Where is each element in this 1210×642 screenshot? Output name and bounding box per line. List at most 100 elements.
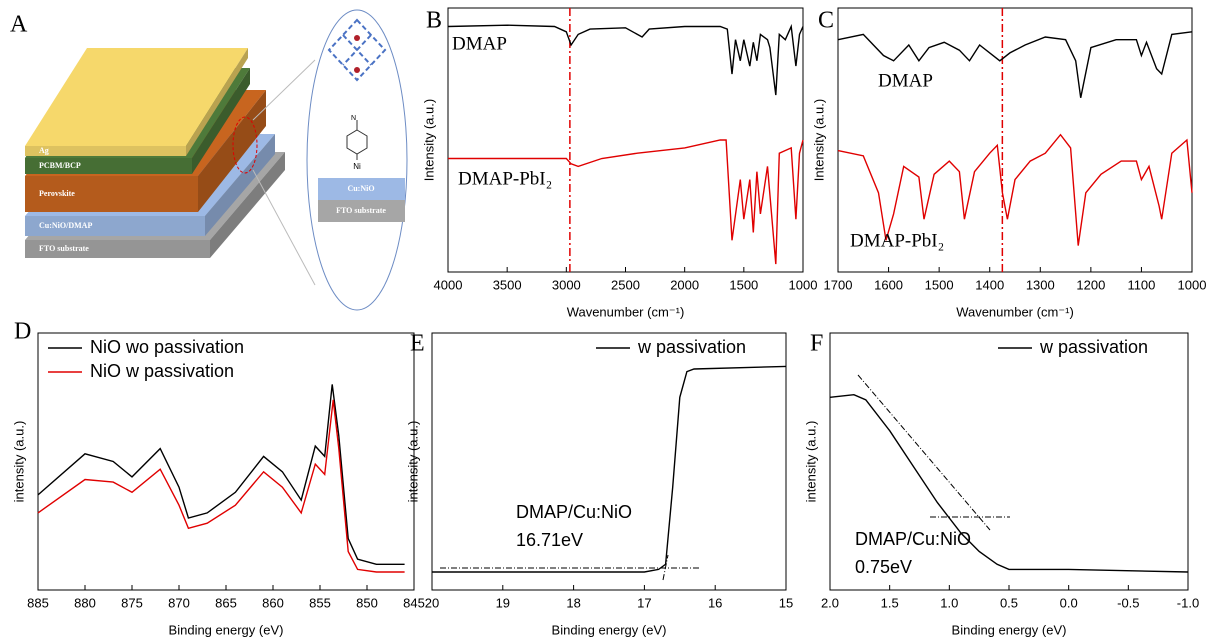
x-tick-label: 865 (215, 595, 237, 610)
series-line (37, 384, 405, 565)
molecule-lattice (327, 18, 387, 82)
device-stack: FTO substrate Cu:NiO/DMAP Perovskite PCBM/B… (25, 48, 285, 258)
layer-side (198, 90, 266, 212)
inset-frame (306, 9, 408, 311)
x-tick-label: -1.0 (1177, 595, 1199, 610)
x-tick-label: 1400 (975, 277, 1004, 292)
x-tick-label: 855 (309, 595, 331, 610)
x-tick-label: 2000 (670, 277, 699, 292)
panel-label: B (426, 8, 442, 34)
x-tick-label: 880 (74, 595, 96, 610)
y-axis-label: intensity (a.u.) (11, 421, 26, 503)
layer-side (192, 68, 250, 174)
x-tick-label: 4000 (434, 277, 463, 292)
inset-layer (318, 200, 405, 222)
series-label: DMAP (452, 33, 507, 54)
layer-side (210, 152, 285, 258)
x-axis-label: Wavenumber (cm⁻¹) (567, 304, 685, 319)
layer-label: Ag (39, 146, 49, 155)
zoom-line (252, 59, 316, 121)
series-line (837, 31, 1193, 98)
panel-label: C (818, 8, 834, 34)
layer-front (25, 176, 198, 212)
x-tick-label: 2500 (611, 277, 640, 292)
annotation: 0.75eV (855, 557, 912, 577)
x-tick-label: 1500 (925, 277, 954, 292)
layer-front (25, 216, 205, 236)
plot-frame (829, 332, 1189, 591)
annotation: DMAP/Cu:NiO (516, 502, 632, 522)
series-line (432, 365, 787, 573)
atom (354, 35, 360, 41)
series-label: DMAP-PbI₂ (458, 168, 552, 189)
x-tick-label: 16 (708, 595, 722, 610)
x-tick-label: 875 (121, 595, 143, 610)
legend-label: w passivation (637, 337, 746, 357)
x-tick-label: 1.0 (940, 595, 958, 610)
layer-label: FTO substrate (39, 244, 89, 253)
series-label: DMAP-PbI₂ (850, 230, 944, 251)
atom-label: Ni (353, 162, 361, 171)
layer-side (205, 134, 275, 236)
tangent-lines (440, 374, 1010, 581)
layer-top (25, 48, 248, 146)
inset-layer-label: FTO substrate (336, 206, 386, 215)
series-line (837, 133, 1193, 246)
panel-label: D (14, 319, 31, 345)
x-tick-label: 850 (356, 595, 378, 610)
atom-label: N (351, 115, 356, 122)
layer-front (25, 240, 210, 258)
x-tick-label: 1700 (824, 277, 853, 292)
series-line (447, 23, 804, 96)
layer-side (186, 48, 248, 156)
x-tick-label: 870 (168, 595, 190, 610)
x-tick-label: 1600 (874, 277, 903, 292)
x-tick-label: 19 (496, 595, 510, 610)
layer-front (25, 146, 186, 156)
panel-label: F (810, 331, 823, 357)
x-tick-label: 845 (403, 595, 425, 610)
x-tick-label: 1500 (729, 277, 758, 292)
x-tick-label: 15 (779, 595, 793, 610)
x-tick-label: 1.5 (881, 595, 899, 610)
y-axis-label: intensity (a.u.) (405, 421, 420, 503)
pyridine (346, 129, 368, 155)
inset: N Ni Cu:NiO FTO substrate (232, 9, 408, 311)
x-axis-label: Binding energy (eV) (169, 622, 284, 637)
zoom-line (252, 169, 316, 286)
series-line (448, 139, 804, 265)
x-tick-label: 885 (27, 595, 49, 610)
annotation: 16.71eV (516, 530, 583, 550)
x-tick-label: 0.0 (1060, 595, 1078, 610)
x-tick-label: 3000 (552, 277, 581, 292)
layer-label: Perovskite (39, 189, 75, 198)
layer-label: Cu:NiO/DMAP (39, 221, 92, 230)
layer-label: PCBM/BCP (39, 161, 81, 170)
x-tick-label: 0.5 (1000, 595, 1018, 610)
plot-frame (431, 332, 787, 591)
inset-layer-label: Cu:NiO (347, 184, 374, 193)
x-axis-label: Wavenumber (cm⁻¹) (956, 304, 1074, 319)
series-label: DMAP (878, 70, 933, 91)
y-axis-label: Intensity (a.u.) (811, 99, 826, 181)
panel-label: E (410, 331, 425, 357)
legend-label: NiO wo passivation (90, 337, 244, 357)
x-tick-label: 1000 (789, 277, 818, 292)
x-tick-label: 2.0 (821, 595, 839, 610)
atom (354, 67, 360, 73)
x-axis-label: Binding energy (eV) (552, 622, 667, 637)
x-tick-label: 1000 (1178, 277, 1207, 292)
x-tick-label: 18 (566, 595, 580, 610)
layer-front (25, 158, 192, 174)
zoom-mark (232, 116, 258, 174)
legend-label: w passivation (1039, 337, 1148, 357)
x-axis-label: Binding energy (eV) (952, 622, 1067, 637)
x-tick-label: 17 (637, 595, 651, 610)
plot-frame (837, 7, 1193, 273)
annotation: DMAP/Cu:NiO (855, 529, 971, 549)
x-tick-label: 20 (425, 595, 439, 610)
x-tick-label: 3500 (493, 277, 522, 292)
x-tick-label: -0.5 (1117, 595, 1139, 610)
legend-label: NiO w passivation (90, 361, 234, 381)
